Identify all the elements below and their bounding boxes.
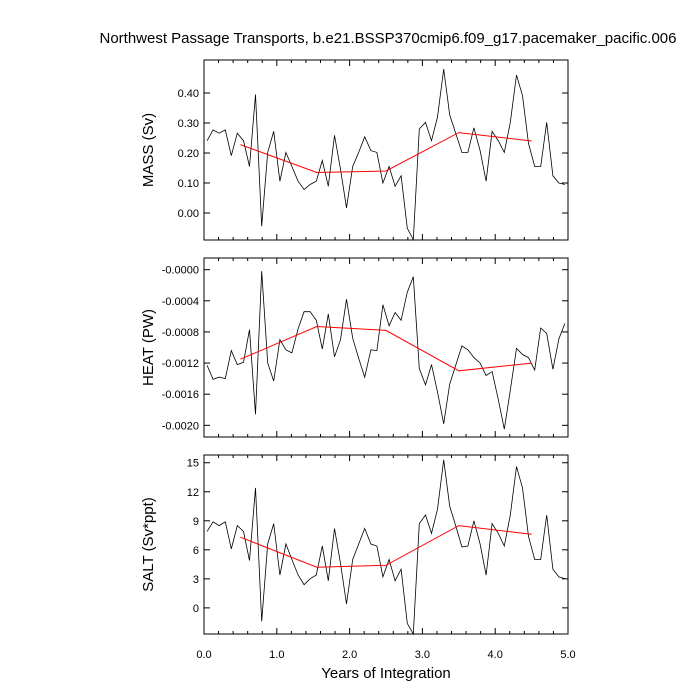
heat-y-axis-label: HEAT (PW) [140, 309, 157, 386]
x-tick-label: 2.0 [342, 649, 357, 661]
y-tick-label: -0.0004 [162, 296, 199, 308]
salt-annual-line [240, 525, 532, 568]
mass-annual-line [240, 132, 532, 174]
salt-plot-frame [203, 454, 569, 635]
y-tick-label: 3 [193, 574, 199, 586]
x-tick-label: 1.0 [269, 649, 284, 661]
heat-panel: -0.0020 -0.0016 -0.0012 -0.0008 -0.0004 -0.00… [140, 257, 569, 438]
x-tick-label: 5.0 [560, 649, 575, 661]
mass-plot-frame [203, 59, 569, 241]
y-tick-label: -0.0000 [162, 265, 199, 277]
y-tick-label: -0.0020 [162, 420, 199, 432]
mass-panel: 0.00 0.10 0.20 0.30 0.40 MASS (Sv) [140, 59, 569, 242]
salt-monthly-line [206, 459, 566, 636]
x-tick-label: 0.0 [196, 649, 211, 661]
y-tick-label: -0.0008 [162, 327, 199, 339]
heat-annual-line [240, 325, 532, 372]
x-axis-label: Years of Integration [321, 665, 451, 682]
y-tick-label: 9 [193, 516, 199, 528]
mass-monthly-line [206, 68, 565, 242]
heat-plot-frame [203, 257, 569, 438]
salt-panel: 0 3 6 9 12 15 SALT (Sv*ppt) [140, 454, 569, 636]
mass-y-axis-label: MASS (Sv) [140, 113, 157, 187]
y-tick-label: 0 [193, 603, 199, 615]
y-tick-label: 12 [187, 487, 199, 499]
y-tick-label: 0.40 [178, 88, 199, 100]
chart-title: Northwest Passage Transports, b.e21.BSSP… [99, 30, 677, 47]
y-tick-label: 0.00 [178, 208, 199, 220]
x-tick-label: 4.0 [488, 649, 503, 661]
x-axis: 0.0 1.0 2.0 3.0 4.0 5.0 [196, 649, 575, 661]
y-tick-label: -0.0012 [162, 358, 199, 370]
y-tick-label: 0.30 [178, 118, 199, 130]
y-tick-label: 0.10 [178, 178, 199, 190]
y-tick-label: -0.0016 [162, 389, 199, 401]
x-tick-label: 3.0 [415, 649, 430, 661]
y-tick-label: 15 [187, 458, 199, 470]
y-tick-label: 6 [193, 545, 199, 557]
y-tick-label: 0.20 [178, 148, 199, 160]
salt-y-axis-label: SALT (Sv*ppt) [140, 497, 157, 591]
